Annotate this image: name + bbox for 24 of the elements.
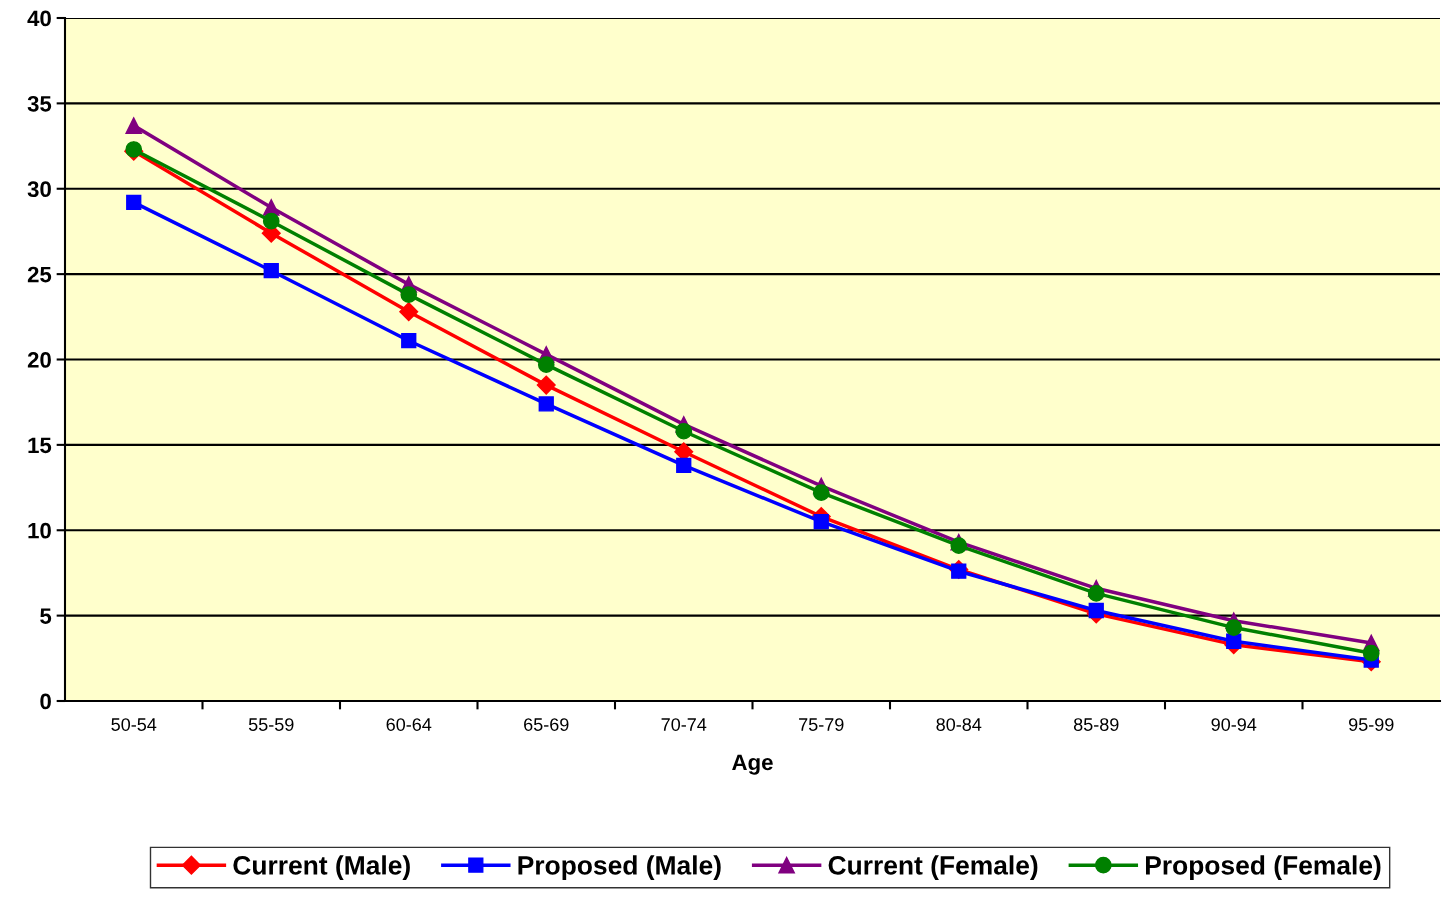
x-tick-label: 85-89 [1073, 718, 1119, 731]
y-tick-label: 15 [28, 437, 52, 454]
y-tick-label: 40 [27, 10, 51, 27]
y-tick-label: 10 [28, 522, 51, 539]
x-axis-title: Age [732, 754, 773, 775]
y-tick-label: 20 [27, 352, 51, 368]
x-tick-label: 50-54 [111, 718, 157, 731]
x-tick-label: 70-74 [661, 718, 707, 731]
x-tick-label: 95-99 [1349, 718, 1394, 731]
y-tick-label: 0 [40, 693, 51, 710]
y-tick-label: 30 [27, 181, 51, 198]
x-tick-label: 80-84 [936, 718, 982, 731]
x-tick-label: 60-64 [386, 718, 432, 731]
legend-label: Proposed (Male) [518, 855, 721, 880]
y-tick-label: 25 [27, 266, 52, 283]
x-tick-label: 75-79 [799, 718, 844, 731]
legend-label: Current (Male) [233, 855, 410, 880]
legend-label: Current (Female) [828, 855, 1038, 880]
y-tick-label: 35 [27, 95, 52, 112]
legend-label: Proposed (Female) [1146, 855, 1381, 880]
y-tick-label: 5 [40, 608, 52, 624]
x-tick-label: 90-94 [1211, 718, 1257, 731]
x-tick-label: 55-59 [248, 718, 294, 731]
x-tick-label: 65-69 [524, 718, 569, 731]
